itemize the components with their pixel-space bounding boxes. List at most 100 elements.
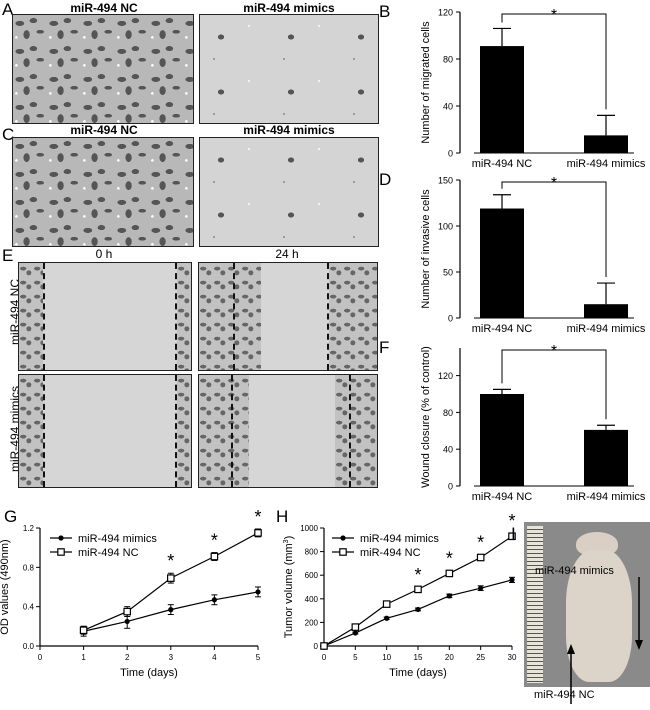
- y-tick-label: 150: [438, 176, 453, 186]
- y-tick-label: 0: [448, 482, 453, 492]
- significance-star: *: [477, 533, 484, 553]
- x-tick-label: 20: [445, 653, 454, 662]
- x-category-label: miR-494 NC: [472, 491, 533, 503]
- y-tick-label: 0.4: [23, 603, 35, 612]
- chart-b: B 0 40 80 120 Number of migrated cells miR-494…: [379, 2, 646, 170]
- legend-marker-mimics: [340, 535, 346, 541]
- x-tick-label: 3: [169, 653, 174, 662]
- panel-a-right-title: miR-494 mimics: [243, 1, 335, 15]
- data-point-mimics: [352, 630, 358, 636]
- legend-marker-nc: [339, 548, 347, 556]
- x-tick-label: 25: [476, 653, 485, 662]
- y-tick-label: 1000: [300, 524, 318, 533]
- significance-star: *: [551, 175, 557, 192]
- panel-letter-h: H: [276, 508, 288, 526]
- significance-star: *: [254, 508, 261, 527]
- y-tick-label: 0: [448, 149, 453, 159]
- y-axis-title: OD values (490nm): [0, 539, 11, 634]
- significance-star: *: [211, 531, 218, 551]
- panel-e-letter: E: [2, 246, 14, 265]
- y-tick-label: 80: [443, 408, 453, 418]
- legend-label: miR-494 mimics: [360, 533, 439, 545]
- data-point-mimics: [124, 618, 130, 625]
- bar-mimics: [584, 429, 628, 486]
- significance-bracket: [501, 181, 607, 278]
- significance-star: *: [551, 343, 557, 360]
- x-category-label: miR-494 mimics: [567, 323, 646, 335]
- legend-label: miR-494 mimics: [78, 533, 157, 545]
- x-category-label: miR-494 NC: [472, 323, 533, 335]
- y-axis-title: Number of migrated cells: [420, 21, 432, 144]
- y-axis-title-end: ): [283, 536, 295, 540]
- bar-mimics: [584, 304, 628, 318]
- y-tick-label: 400: [305, 595, 319, 604]
- mouse-arrows: [567, 577, 643, 704]
- mouse-label-mimics: miR-494 mimics: [535, 565, 614, 577]
- y-axis-title: Wound closure (% of control): [420, 346, 432, 488]
- chart-f: F 0 40 80 120 Wound closure (% of control) miR…: [379, 338, 646, 503]
- data-point-nc: [476, 553, 485, 562]
- wound-mimics-24h-photo: [198, 374, 378, 488]
- data-point-nc: [508, 532, 516, 541]
- chart-h: H 0 200 400 600 800 1000 0 5 10 15 20 25 30 Time (days…: [276, 508, 517, 679]
- x-tick-label: 4: [212, 653, 217, 662]
- x-tick-label: 15: [414, 653, 423, 662]
- x-tick-label: 1: [81, 653, 86, 662]
- data-point-mimics: [509, 577, 515, 583]
- data-point-nc: [210, 552, 219, 561]
- x-tick-label: 5: [353, 653, 358, 662]
- data-point-mimics: [478, 585, 484, 591]
- y-tick-label: 120: [438, 371, 453, 381]
- wound-col-24h: 24 h: [275, 247, 299, 261]
- y-axis-title: Number of invasive cells: [420, 189, 432, 309]
- data-point-nc: [79, 626, 88, 635]
- data-point-mimics: [446, 593, 452, 599]
- x-category-label: miR-494 NC: [472, 158, 533, 170]
- y-tick-label: 100: [438, 222, 453, 232]
- significance-bracket: [501, 349, 607, 420]
- y-axis-title-sup: 3: [283, 539, 290, 543]
- data-point-nc: [414, 585, 422, 594]
- y-tick-label: 80: [443, 55, 453, 65]
- bar-nc: [480, 208, 524, 318]
- data-point-nc: [254, 529, 262, 537]
- mouse-photo: [524, 522, 650, 687]
- significance-star: *: [167, 551, 174, 571]
- wound-nc-0h-photo: [18, 262, 192, 371]
- wound-mimics-0h-photo: [18, 374, 192, 488]
- data-point-nc: [167, 574, 175, 582]
- panel-letter-b: B: [379, 2, 390, 21]
- mouse-label-nc: miR-494 NC: [534, 689, 595, 701]
- migration-nc-photo: [12, 14, 194, 124]
- chart-d: D 0 50 100 150 Number of invasive cells miR-49…: [379, 170, 646, 335]
- bar-nc: [480, 394, 524, 486]
- migration-mimics-photo: [199, 14, 379, 124]
- x-tick-label: 5: [256, 653, 261, 662]
- data-point-nc: [351, 623, 360, 631]
- significance-star: *: [414, 565, 421, 585]
- data-point-mimics: [255, 589, 261, 595]
- y-axis-title: Tumor volume (mm3): [283, 536, 295, 639]
- significance-star: *: [551, 7, 557, 24]
- x-tick-label: 0: [38, 653, 43, 662]
- y-axis-title-main: Tumor volume (mm: [283, 543, 295, 638]
- legend-marker-nc: [57, 548, 65, 556]
- bar-nc: [480, 46, 524, 154]
- panel-i-letter: I: [511, 524, 516, 543]
- x-axis-title: Time (days): [120, 667, 178, 679]
- x-tick-label: 0: [322, 653, 327, 662]
- x-category-label: miR-494 mimics: [567, 158, 646, 170]
- legend-label: miR-494 NC: [78, 547, 139, 559]
- panel-c-letter: C: [2, 125, 15, 144]
- x-tick-label: 30: [508, 653, 517, 662]
- y-tick-label: 120: [438, 8, 453, 18]
- ruler: [527, 526, 543, 683]
- y-tick-label: 200: [305, 618, 319, 627]
- y-tick-label: 0.8: [23, 563, 35, 572]
- wound-nc-24h-photo: [198, 262, 378, 371]
- panel-letter-f: F: [379, 338, 389, 357]
- data-point-mimics: [384, 615, 390, 621]
- invasion-nc-photo: [12, 137, 194, 247]
- significance-star: *: [508, 511, 515, 531]
- invasion-mimics-photo: [199, 137, 379, 247]
